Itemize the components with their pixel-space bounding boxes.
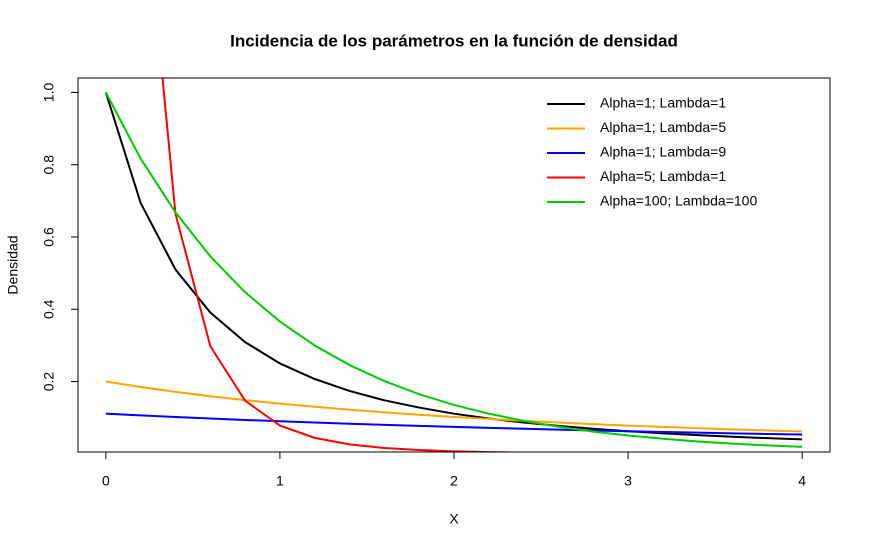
x-tick-label: 3 [624, 473, 632, 489]
x-tick-label: 1 [276, 473, 284, 489]
legend-label: Alpha=1; Lambda=9 [600, 144, 726, 160]
y-tick-label: 0.4 [41, 299, 57, 319]
chart-title: Incidencia de los parámetros en la funci… [230, 31, 678, 50]
x-tick-label: 2 [450, 473, 458, 489]
legend-label: Alpha=5; Lambda=1 [600, 168, 726, 184]
x-tick-label: 0 [102, 473, 110, 489]
x-axis-label: X [449, 511, 459, 527]
series-line [105, 380, 803, 433]
y-tick-label: 0.8 [41, 155, 57, 175]
legend-label: Alpha=1; Lambda=5 [600, 119, 726, 135]
series-line [104, 91, 803, 448]
legend-label: Alpha=100; Lambda=100 [600, 193, 757, 209]
y-axis-label: Densidad [5, 235, 21, 294]
plot-lines [104, 78, 803, 452]
y-tick-label: 0.2 [41, 372, 57, 392]
legend-label: Alpha=1; Lambda=1 [600, 95, 726, 111]
series-line [161, 78, 563, 452]
x-tick-label: 4 [798, 473, 806, 489]
series-line [105, 412, 803, 436]
y-tick-label: 0.6 [41, 227, 57, 247]
series-line [104, 92, 803, 441]
y-tick-label: 1.0 [41, 83, 57, 103]
